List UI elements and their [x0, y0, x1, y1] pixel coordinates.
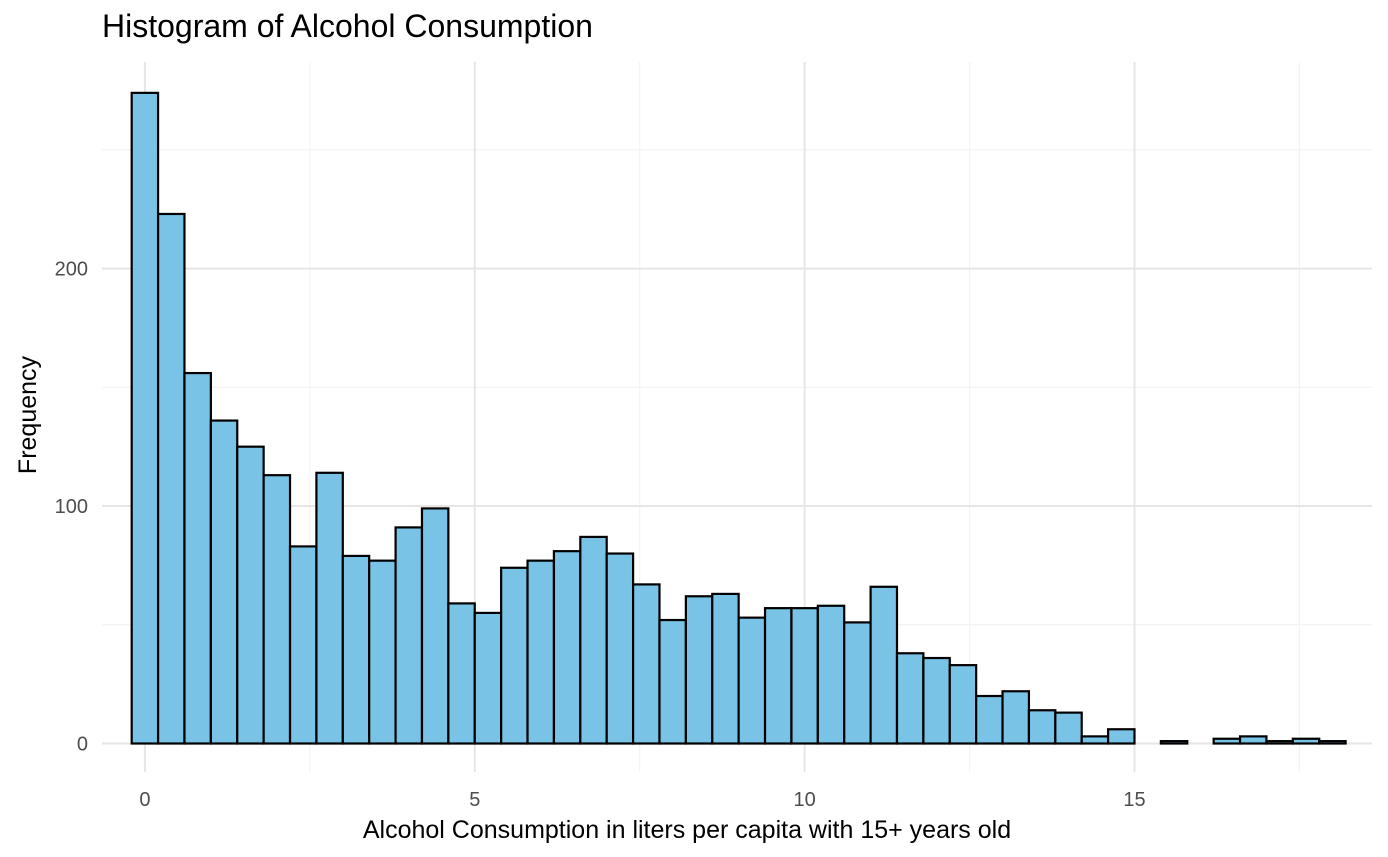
histogram-bar [843, 621, 872, 745]
histogram-bar [1238, 735, 1268, 745]
histogram-bar [183, 371, 212, 745]
histogram-bar [473, 611, 503, 745]
histogram-bar [1212, 737, 1242, 745]
histogram-bar [526, 559, 556, 745]
histogram-bar [948, 664, 978, 745]
histogram-bar [262, 474, 292, 745]
histogram-bar [895, 652, 925, 745]
histogram-bar [288, 545, 318, 745]
histogram-bar [368, 559, 397, 745]
histogram-bar [156, 212, 186, 745]
histogram-bar [711, 592, 740, 745]
y-axis-label: Frequency [14, 355, 42, 474]
x-tick-label: 10 [793, 789, 815, 811]
histogram-bar [341, 554, 371, 745]
histogram-bar [1027, 709, 1057, 745]
histogram-bar [790, 607, 819, 745]
histogram-bar [1107, 728, 1136, 745]
histogram-bar [684, 595, 714, 745]
histogram-bar [552, 550, 582, 745]
histogram-bar [447, 602, 476, 745]
chart-title: Histogram of Alcohol Consumption [102, 8, 593, 44]
histogram-bar [737, 616, 767, 745]
histogram-bar [605, 552, 635, 745]
histogram-bar [631, 583, 661, 745]
histogram-bar [420, 507, 450, 745]
histogram-bar [394, 526, 424, 745]
histogram-bar [763, 607, 793, 745]
histogram-bar [130, 91, 160, 745]
histogram-bar [1291, 737, 1321, 745]
histogram-bar [1159, 740, 1189, 745]
x-tick-label: 5 [469, 789, 480, 811]
histogram-bar [1054, 711, 1083, 745]
histogram-bar [922, 656, 951, 745]
histogram-bar [209, 419, 239, 745]
histogram-bar [975, 694, 1004, 745]
histogram-bar [315, 471, 344, 745]
histogram-bar [658, 618, 687, 745]
histogram-bar [1318, 740, 1347, 745]
y-tick-label: 200 [55, 259, 88, 281]
histogram-bar [500, 566, 529, 745]
histogram-bar [1080, 735, 1110, 745]
x-tick-label: 15 [1123, 789, 1145, 811]
histogram-bar [816, 604, 846, 745]
x-tick-label: 0 [139, 789, 150, 811]
histogram-bar [1001, 690, 1031, 745]
histogram-bar [1265, 740, 1294, 745]
histogram-bar [869, 585, 899, 745]
y-tick-label: 0 [77, 734, 88, 756]
histogram-bar [579, 535, 608, 745]
y-tick-label: 100 [55, 496, 88, 518]
x-axis-label: Alcohol Consumption in liters per capita… [363, 816, 1011, 844]
histogram-bar [236, 445, 265, 745]
